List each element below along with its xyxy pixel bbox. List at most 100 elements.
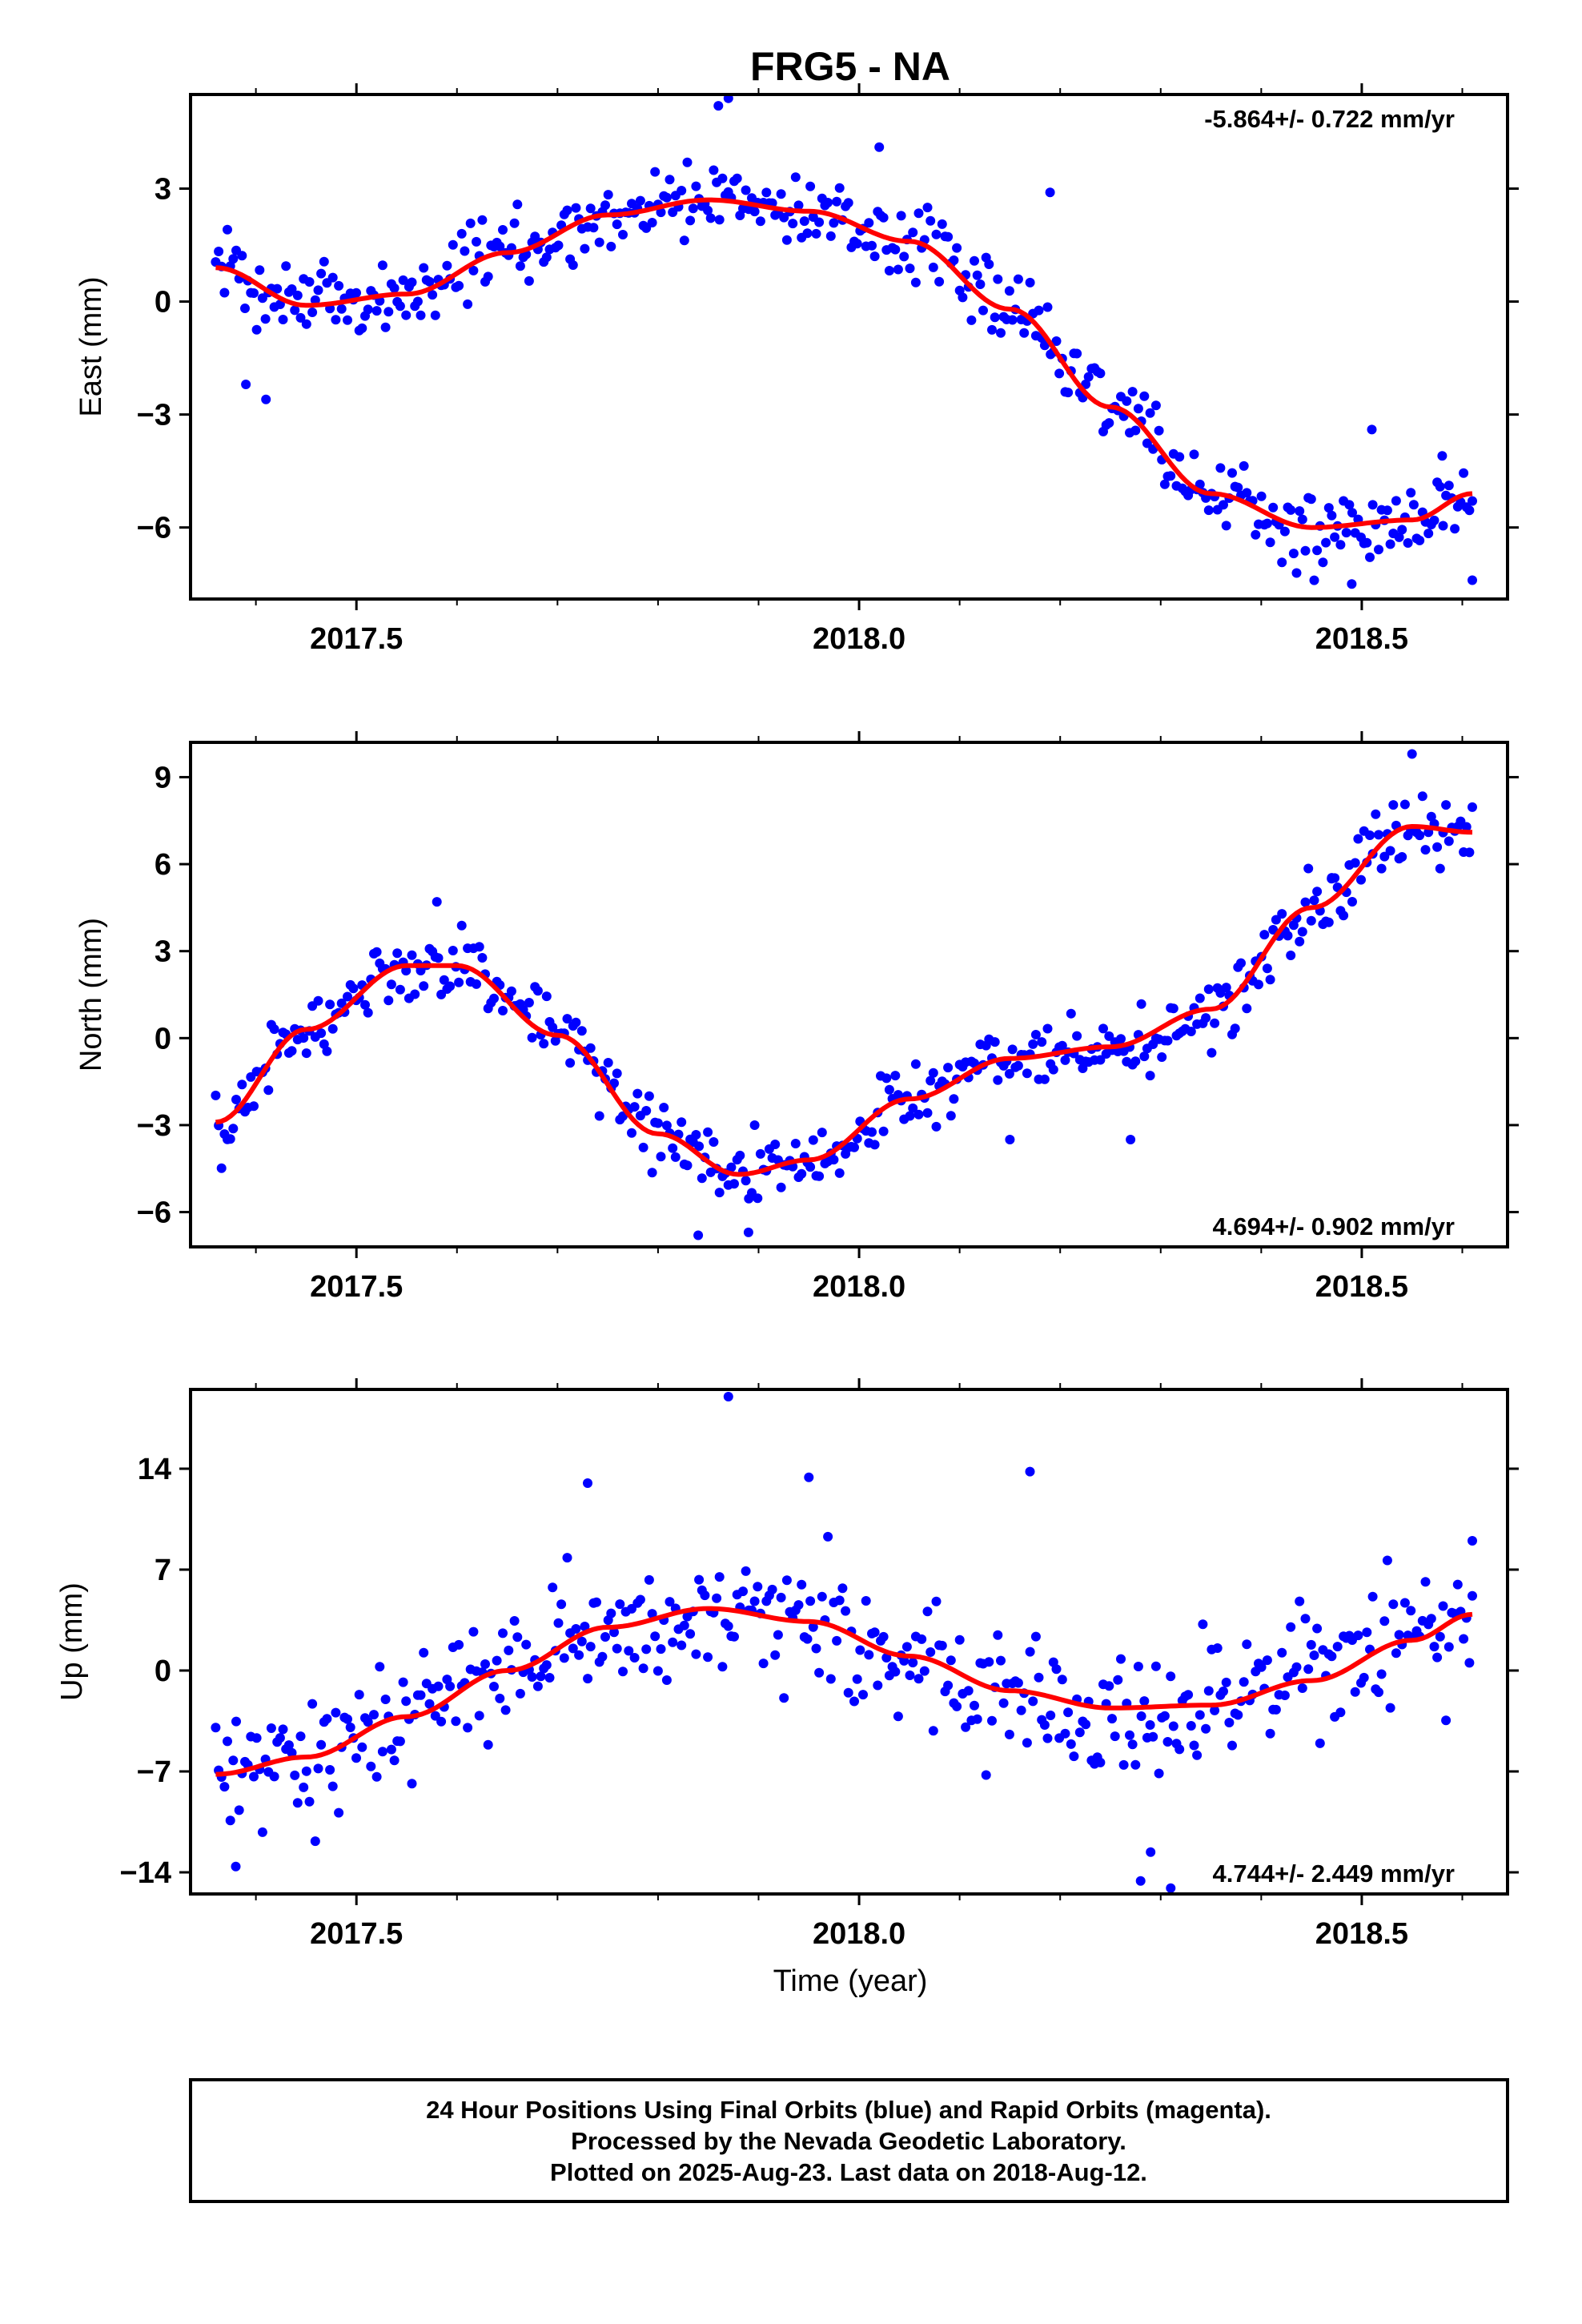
data-point	[351, 1753, 361, 1763]
data-point	[1295, 506, 1305, 517]
data-point	[1309, 895, 1319, 906]
data-point	[1145, 408, 1155, 418]
data-point	[703, 1127, 713, 1137]
data-point	[1166, 471, 1176, 481]
data-point	[375, 1662, 385, 1672]
data-point	[814, 1667, 825, 1678]
up-y-axis-label: Up (mm)	[55, 1582, 89, 1701]
data-point	[1365, 830, 1375, 840]
data-point	[310, 1836, 320, 1847]
data-point	[480, 1659, 490, 1669]
data-point	[1081, 1719, 1091, 1730]
data-point	[1030, 1631, 1041, 1642]
data-point	[1004, 1068, 1014, 1079]
data-point	[817, 1128, 827, 1138]
data-point	[1230, 1023, 1240, 1034]
data-point	[1408, 500, 1419, 510]
data-point	[1300, 897, 1311, 907]
data-point	[776, 1592, 786, 1602]
data-point	[1341, 528, 1351, 538]
data-point	[878, 1126, 889, 1136]
data-point	[448, 239, 458, 250]
data-point	[428, 290, 438, 300]
data-point	[1227, 1740, 1237, 1751]
data-point	[251, 1733, 262, 1743]
data-point	[532, 986, 543, 996]
data-point	[445, 1681, 456, 1691]
data-point	[442, 260, 452, 271]
data-point	[585, 203, 596, 214]
data-point	[1107, 1714, 1117, 1724]
data-point	[931, 1596, 942, 1606]
data-point	[691, 1130, 701, 1140]
data-point	[612, 1068, 622, 1079]
data-point	[401, 310, 412, 320]
data-point	[389, 1755, 400, 1766]
data-point	[926, 1076, 936, 1086]
data-point	[223, 224, 232, 235]
data-point	[946, 1111, 956, 1121]
data-point	[1221, 1677, 1231, 1687]
data-point	[1468, 575, 1477, 585]
data-point	[908, 227, 918, 238]
data-point	[1415, 830, 1425, 841]
data-point	[460, 246, 470, 256]
data-point	[1362, 1627, 1372, 1638]
data-point	[588, 223, 599, 233]
data-point	[351, 287, 361, 298]
data-point	[869, 251, 880, 262]
data-point	[1423, 529, 1434, 539]
data-point	[474, 1711, 484, 1721]
data-point	[1042, 1023, 1053, 1034]
data-point	[568, 260, 578, 270]
data-point	[1242, 1003, 1252, 1014]
data-point	[228, 254, 239, 264]
up-frame	[189, 1388, 1509, 1896]
data-point	[1201, 1723, 1211, 1734]
data-point	[749, 1596, 760, 1606]
data-point	[477, 953, 488, 963]
data-point	[837, 1583, 848, 1594]
data-point	[290, 305, 300, 316]
data-point	[864, 1650, 874, 1660]
data-point	[319, 256, 329, 267]
data-point	[585, 1642, 596, 1652]
data-point	[401, 1696, 412, 1707]
data-point	[896, 211, 906, 221]
data-point	[1374, 1687, 1383, 1698]
data-point	[1042, 302, 1053, 312]
data-point	[269, 1771, 279, 1782]
data-point	[1154, 1768, 1164, 1779]
data-point	[922, 203, 933, 213]
north-fit-line	[215, 824, 1473, 1177]
data-point	[1063, 1707, 1074, 1718]
data-point	[834, 1595, 845, 1606]
data-point	[292, 290, 303, 300]
data-point	[1461, 822, 1472, 832]
data-point	[1166, 1671, 1176, 1682]
data-point	[881, 1653, 892, 1663]
x-tick-label: 2017.5	[310, 622, 403, 656]
data-point	[908, 1103, 918, 1113]
east-points	[211, 93, 1477, 589]
data-point	[694, 1141, 705, 1152]
data-point	[808, 1135, 818, 1145]
data-point	[905, 1671, 915, 1680]
data-point	[553, 240, 564, 251]
data-point	[1356, 875, 1366, 885]
data-point	[1219, 500, 1228, 510]
data-point	[1365, 552, 1375, 562]
data-point	[1347, 897, 1357, 907]
east-y-axis-label: East (mm)	[74, 276, 108, 416]
data-point	[697, 1173, 707, 1184]
data-point	[1438, 521, 1448, 531]
data-point	[343, 1714, 352, 1724]
data-point	[1004, 1729, 1014, 1739]
data-point	[1104, 1681, 1114, 1691]
north-panel: 2017.5 2018.0 2018.5 9 6 3 0 −3 −6 North (mm) 4.69…	[74, 731, 1519, 1304]
data-point	[694, 1574, 705, 1585]
data-point	[761, 187, 772, 198]
data-point	[1306, 494, 1316, 505]
data-point	[1219, 1687, 1228, 1696]
data-point	[709, 165, 719, 175]
